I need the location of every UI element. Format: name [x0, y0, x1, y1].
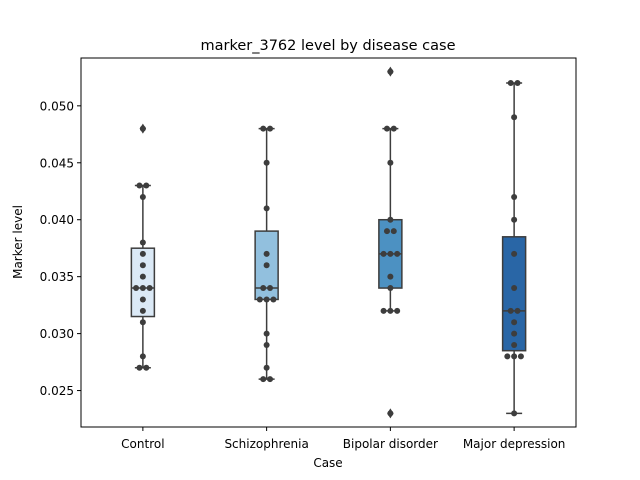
data-point	[387, 68, 394, 75]
data-point	[139, 125, 146, 132]
data-point	[511, 330, 518, 337]
box	[501, 236, 527, 352]
data-point	[387, 273, 394, 280]
data-point	[139, 239, 146, 246]
y-tick-label: 0.030	[40, 327, 74, 341]
data-point	[387, 410, 394, 417]
data-point	[383, 125, 390, 132]
data-point	[383, 228, 390, 235]
data-point	[139, 307, 146, 314]
data-point	[256, 296, 263, 303]
box	[130, 247, 156, 318]
data-point	[380, 307, 387, 314]
data-point	[514, 80, 521, 87]
data-point	[139, 273, 146, 280]
y-tick-label: 0.050	[40, 99, 74, 113]
data-point	[270, 296, 277, 303]
data-point	[507, 307, 514, 314]
data-point	[263, 250, 270, 257]
data-point	[263, 296, 270, 303]
data-point	[380, 250, 387, 257]
swarm-group	[380, 68, 401, 417]
data-point	[263, 159, 270, 166]
y-tick-label: 0.035	[40, 270, 74, 284]
data-point	[139, 285, 146, 292]
x-tick-label: Schizophrenia	[224, 437, 308, 451]
data-point	[511, 250, 518, 257]
x-tick-label: Major depression	[463, 437, 566, 451]
x-axis-label: Case	[313, 456, 342, 470]
data-point	[511, 114, 518, 121]
data-point	[511, 319, 518, 326]
data-point	[511, 193, 518, 200]
data-point	[387, 159, 394, 166]
data-point	[133, 285, 140, 292]
data-point	[387, 285, 394, 292]
data-point	[514, 307, 521, 314]
data-point	[146, 285, 153, 292]
y-axis-label: Marker level	[11, 205, 25, 279]
data-point	[511, 216, 518, 223]
data-point	[263, 205, 270, 212]
data-point	[267, 285, 274, 292]
data-point	[139, 262, 146, 269]
y-axis: 0.025 0.030 0.035 0.040 0.045 0.050	[40, 99, 81, 398]
data-point	[263, 364, 270, 371]
data-point	[139, 319, 146, 326]
data-point	[263, 330, 270, 337]
data-point	[139, 193, 146, 200]
y-tick-label: 0.040	[40, 213, 74, 227]
plot-frame	[80, 57, 577, 428]
data-point	[511, 285, 518, 292]
data-point	[263, 342, 270, 348]
y-tick-label: 0.025	[40, 384, 74, 398]
data-point	[143, 364, 150, 371]
data-point	[136, 182, 143, 189]
x-axis: Control Schizophrenia Bipolar disorder Majo…	[121, 427, 565, 451]
data-point	[143, 182, 150, 189]
data-point	[267, 376, 274, 383]
data-point	[511, 342, 518, 348]
data-point	[139, 353, 146, 360]
plot-area	[130, 66, 527, 419]
chart-title: marker_3762 level by disease case	[201, 38, 456, 54]
data-point	[517, 353, 524, 360]
data-point	[511, 353, 518, 360]
data-point	[260, 376, 267, 383]
data-point	[139, 250, 146, 257]
swarm-group	[133, 125, 153, 371]
data-point	[136, 364, 143, 371]
data-point	[387, 250, 394, 257]
data-point	[390, 228, 397, 235]
swarm-group	[504, 80, 524, 417]
data-point	[387, 307, 394, 314]
x-tick-label: Control	[121, 437, 164, 451]
data-point	[387, 216, 394, 223]
data-point	[507, 80, 514, 87]
swarm-group	[256, 125, 277, 383]
data-point	[504, 353, 511, 360]
y-tick-label: 0.045	[40, 156, 74, 170]
data-point	[390, 125, 397, 132]
data-point	[394, 250, 401, 257]
data-point	[263, 262, 270, 269]
data-point	[260, 125, 267, 132]
data-point	[511, 410, 518, 417]
data-point	[267, 125, 274, 132]
x-tick-label: Bipolar disorder	[343, 437, 438, 451]
data-point	[139, 296, 146, 303]
data-point	[260, 285, 267, 292]
data-point	[394, 307, 401, 314]
